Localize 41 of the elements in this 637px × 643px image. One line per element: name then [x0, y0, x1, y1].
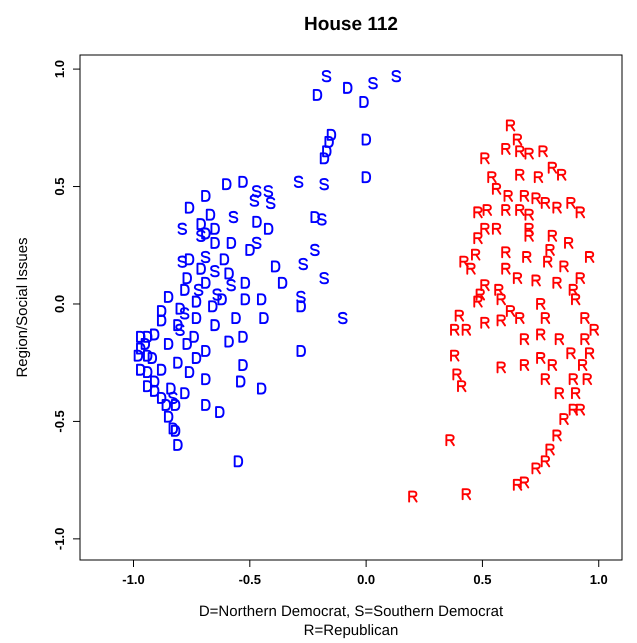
- point: [250, 194, 260, 207]
- x-tick-label: 0.5: [473, 572, 492, 587]
- point: [228, 210, 238, 224]
- point: [298, 258, 308, 270]
- x-tick-label: 1.0: [590, 572, 608, 587]
- point: [294, 176, 304, 188]
- point: [194, 284, 204, 296]
- x-tick-label: -0.5: [238, 572, 262, 587]
- point: [320, 178, 329, 190]
- x-axis-title: D=Northern Democrat, S=Southern Democrat R=Republican: [198, 603, 504, 639]
- point: [392, 70, 402, 82]
- x-tick-label: -1.0: [122, 572, 145, 587]
- y-axis-title: Region/Social Issues: [14, 237, 31, 378]
- point: [212, 288, 222, 301]
- point: [266, 196, 276, 210]
- point: [320, 272, 329, 284]
- point: [175, 324, 185, 336]
- point: [296, 290, 306, 304]
- point: [178, 222, 188, 235]
- point: [338, 312, 348, 324]
- y-tick-label: -1.0: [52, 528, 67, 550]
- point: [200, 250, 210, 264]
- point: [226, 279, 236, 292]
- y-tick-label: -0.5: [52, 410, 67, 433]
- point: [180, 307, 190, 320]
- point: [317, 213, 327, 226]
- y-tick-label: 1.0: [52, 60, 67, 78]
- point: [264, 185, 274, 198]
- point: [252, 236, 262, 250]
- y-tick-label: 0.0: [52, 294, 67, 314]
- point: [196, 230, 206, 242]
- point: [310, 244, 320, 256]
- point: [178, 256, 188, 268]
- x-tick-label: 0.0: [357, 572, 376, 587]
- point: [322, 70, 332, 82]
- y-tick-label: 0.5: [52, 177, 67, 196]
- point: [368, 77, 378, 90]
- point: [168, 392, 178, 404]
- chart-title: House 112: [304, 14, 398, 35]
- point: [210, 264, 220, 278]
- point: [252, 185, 262, 198]
